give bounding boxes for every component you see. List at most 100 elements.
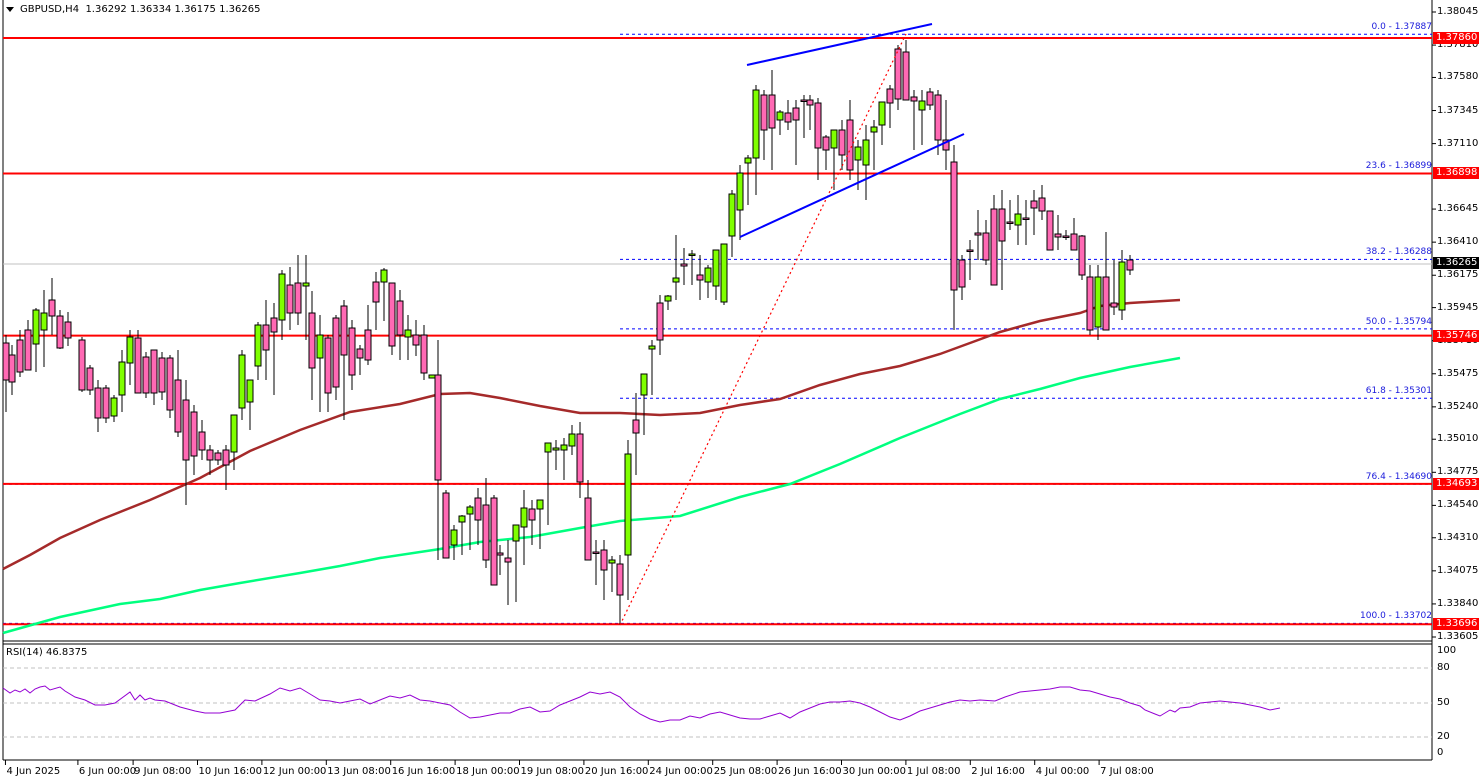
price-axis-label: 1.35945: [1437, 301, 1479, 313]
time-axis-label: 30 Jun 00:00: [842, 766, 907, 777]
price-badge: 1.36265: [1433, 256, 1479, 269]
bearish-candle: [784, 112, 792, 123]
bearish-candle: [214, 452, 222, 461]
bearish-candle: [294, 282, 302, 314]
bearish-candle: [950, 161, 958, 291]
bearish-candle: [1062, 235, 1070, 238]
rsi-axis-label: 80: [1437, 662, 1450, 673]
bullish-candle: [428, 374, 436, 379]
bearish-candle: [434, 374, 442, 481]
bearish-candle: [356, 348, 364, 359]
bearish-candle: [174, 379, 182, 433]
bearish-candle: [800, 99, 808, 102]
bullish-candle: [238, 354, 246, 409]
bearish-candle: [1086, 276, 1094, 331]
fib-level-label: 100.0 - 1.33702: [1360, 611, 1432, 622]
moving-average-mid[interactable]: [2, 298, 1181, 571]
bullish-candle: [664, 295, 672, 302]
bullish-candle: [672, 277, 680, 283]
price-axis-label: 1.35240: [1437, 400, 1479, 412]
bullish-candle: [32, 309, 40, 345]
bearish-candle: [528, 508, 536, 521]
time-axis-label: 4 Jun 2025: [6, 766, 61, 777]
bearish-candle: [324, 337, 332, 394]
bearish-candle: [1022, 217, 1030, 220]
horizontal-levels[interactable]: [3, 37, 1432, 626]
price-axis-label: 1.37110: [1437, 137, 1479, 149]
bearish-candle: [482, 504, 490, 561]
price-badge: 1.34693: [1433, 477, 1479, 490]
collapse-triangle-icon[interactable]: [6, 6, 14, 12]
rsi-line[interactable]: [2, 685, 1281, 723]
bullish-candle: [776, 111, 784, 121]
bearish-candle: [56, 315, 64, 349]
bearish-candle: [886, 88, 894, 104]
time-axis-label: 16 Jun 16:00: [391, 766, 456, 777]
bearish-candle: [792, 107, 800, 121]
bearish-candle: [348, 327, 356, 376]
bearish-candle: [600, 549, 608, 571]
bullish-candle: [1118, 261, 1126, 311]
fib-level-label: 23.6 - 1.36899: [1365, 161, 1432, 172]
bearish-candle: [182, 399, 190, 461]
bullish-candle: [246, 379, 254, 403]
bearish-candle: [142, 356, 150, 394]
bearish-candle: [332, 317, 340, 388]
bearish-candle: [474, 497, 482, 521]
bearish-candle: [420, 334, 428, 374]
bullish-candle: [278, 273, 286, 321]
bearish-candle: [286, 284, 294, 314]
bearish-candle: [1006, 221, 1014, 224]
bullish-candle: [40, 312, 48, 331]
rsi-axis-label: 100: [1437, 645, 1457, 656]
bearish-candle: [998, 208, 1006, 242]
candlestick-series: [2, 40, 1134, 625]
price-badge: 1.33696: [1433, 618, 1479, 631]
price-axis-label: 1.33840: [1437, 597, 1479, 609]
price-badge: 1.37860: [1433, 32, 1479, 45]
bullish-candle: [688, 253, 696, 256]
time-axis-label: 7 Jul 08:00: [1100, 766, 1154, 777]
bullish-candle: [404, 329, 412, 338]
bearish-candle: [656, 302, 664, 341]
time-axis-label: 6 Jun 00:00: [78, 766, 137, 777]
bearish-candle: [102, 387, 110, 419]
price-axis-label: 1.38045: [1437, 6, 1479, 17]
time-axis-label: 18 Jun 00:00: [456, 766, 520, 777]
bullish-candle: [458, 515, 466, 523]
bearish-candle: [206, 449, 214, 461]
bearish-candle: [1054, 233, 1062, 238]
time-axis-label: 25 Jun 08:00: [713, 766, 778, 777]
bullish-candle: [878, 101, 886, 126]
price-axis-label: 1.33605: [1437, 631, 1479, 642]
time-axis-label: 19 Jun 08:00: [520, 766, 585, 777]
bearish-candle: [696, 274, 704, 281]
bearish-candle: [94, 387, 102, 419]
bullish-candle: [728, 193, 736, 237]
upper-trendline[interactable]: [746, 23, 933, 66]
lower-trendline[interactable]: [739, 133, 965, 238]
time-axis-label: 13 Jun 08:00: [327, 766, 391, 777]
fib-level-label: 38.2 - 1.36288: [1365, 247, 1432, 258]
bearish-candle: [584, 497, 592, 561]
bullish-candle: [854, 146, 862, 161]
fib-level-label: 0.0 - 1.37887: [1371, 22, 1433, 33]
time-axis-label: 26 Jun 16:00: [778, 766, 842, 777]
bearish-candle: [822, 136, 830, 151]
bullish-candle: [126, 336, 134, 364]
price-badge: 1.35746: [1433, 329, 1479, 342]
bearish-candle: [838, 129, 846, 156]
price-badge: 1.36898: [1433, 167, 1479, 180]
fib-level-label: 61.8 - 1.35301: [1365, 386, 1432, 397]
bearish-candle: [814, 102, 822, 149]
bearish-candle: [198, 431, 206, 451]
bullish-candle: [870, 126, 878, 133]
bearish-candle: [48, 299, 56, 317]
fib-level-label: 50.0 - 1.35794: [1365, 316, 1432, 327]
moving-average-slow[interactable]: [2, 356, 1181, 635]
bullish-candle: [316, 334, 324, 359]
bearish-candle: [576, 433, 584, 483]
bearish-candle: [1078, 235, 1086, 276]
bearish-candle: [942, 139, 950, 151]
